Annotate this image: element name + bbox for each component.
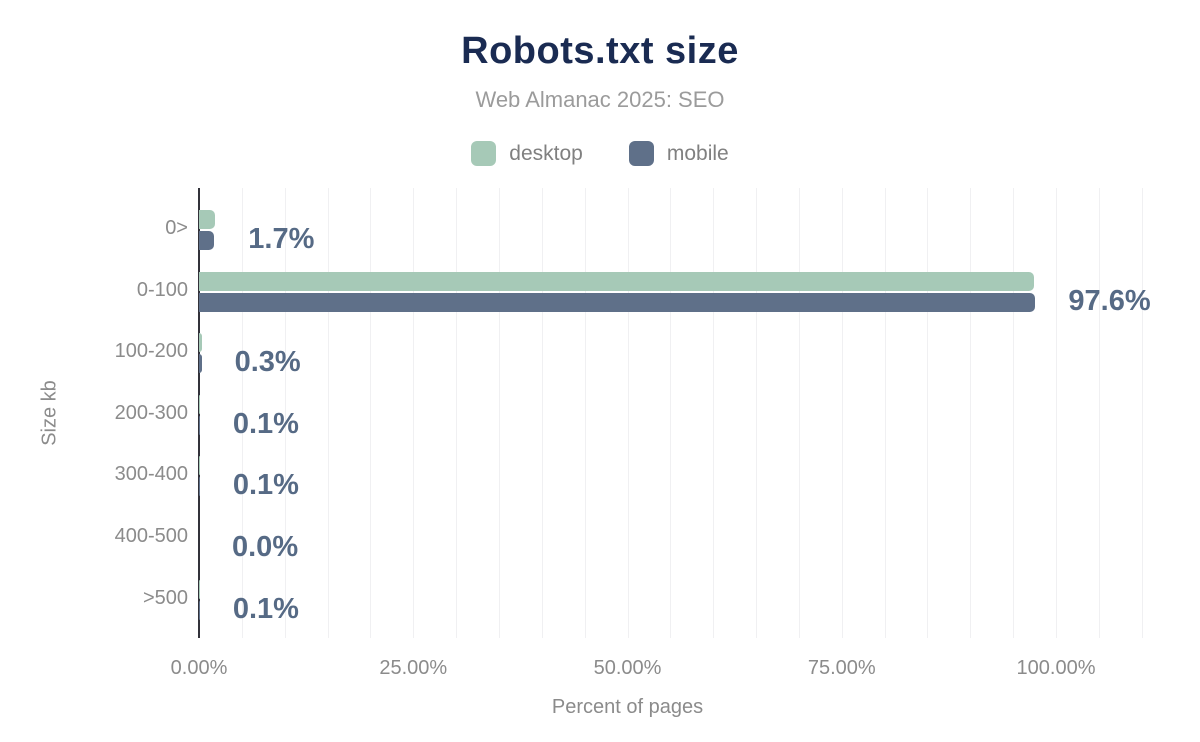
bar-desktop[interactable] (199, 271, 1034, 291)
gridline (1098, 188, 1100, 638)
category-label: 400-500 (114, 525, 188, 547)
bar-mobile[interactable] (199, 600, 200, 620)
gridline (327, 188, 329, 638)
bar-desktop[interactable] (199, 579, 200, 599)
x-axis-title: Percent of pages (551, 696, 704, 718)
value-label: 97.6% (1068, 284, 1151, 317)
gridline (1013, 188, 1015, 638)
gridline (584, 188, 586, 638)
gridline (927, 188, 929, 638)
x-tick-label: 100.00% (1016, 657, 1096, 679)
gridline (284, 188, 286, 638)
x-tick-label: 0.00% (170, 657, 228, 679)
category-label: 200-300 (114, 401, 188, 424)
gridline (1056, 188, 1057, 638)
category-label: 100-200 (114, 340, 188, 363)
gridline (541, 188, 543, 638)
category-label: 0-100 (136, 278, 188, 301)
category-label: >500 (142, 586, 188, 609)
gridline (1141, 188, 1143, 638)
value-label: 0.1% (232, 469, 299, 502)
chart-subtitle: Web Almanac 2025: SEO (475, 87, 725, 112)
gridline (713, 188, 715, 638)
gridline (884, 188, 886, 638)
gridline (756, 188, 758, 638)
legend-item-desktop[interactable]: desktop (471, 141, 583, 166)
bar-mobile[interactable] (199, 231, 214, 250)
bar-mobile[interactable] (199, 292, 1036, 312)
x-tick-label: 25.00% (379, 657, 448, 679)
chart-title: Robots.txt size (461, 30, 739, 72)
legend-label-desktop: desktop (509, 141, 583, 165)
gridline (841, 188, 843, 638)
mobile-swatch-icon (628, 141, 654, 166)
bar-mobile[interactable] (199, 354, 202, 374)
gridline (370, 188, 372, 638)
gridline (498, 188, 500, 638)
gridline (456, 188, 458, 638)
gridline (670, 188, 672, 638)
category-label: 0> (165, 217, 188, 239)
legend-label-mobile: mobile (666, 141, 729, 165)
bar-desktop[interactable] (199, 333, 202, 353)
bar-desktop[interactable] (199, 394, 200, 414)
gridline (627, 188, 629, 638)
value-label: 0.3% (234, 346, 301, 379)
legend-item-mobile[interactable]: mobile (628, 141, 729, 166)
gridline (413, 188, 415, 638)
gridline (798, 188, 800, 638)
value-label: 1.7% (248, 223, 315, 255)
x-tick-label: 50.00% (593, 657, 662, 679)
desktop-swatch-icon (471, 141, 497, 166)
bar-mobile[interactable] (199, 415, 200, 435)
x-tick-label: 75.00% (807, 657, 876, 679)
category-label: 300-400 (114, 463, 188, 486)
bar-desktop[interactable] (199, 210, 216, 229)
gridline (970, 188, 972, 638)
value-label: 0.1% (232, 592, 299, 625)
bar-desktop[interactable] (199, 456, 200, 476)
bar-mobile[interactable] (199, 477, 200, 497)
gridline (241, 188, 243, 638)
value-label: 0.1% (232, 407, 299, 440)
value-label: 0.0% (232, 531, 299, 563)
legend: desktop mobile (0, 141, 1200, 166)
